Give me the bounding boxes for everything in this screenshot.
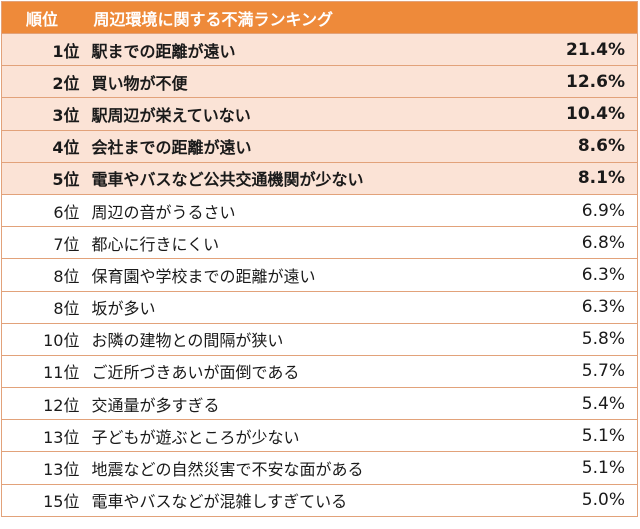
rank-cell: 5位 [1, 162, 88, 195]
complaint-cell: 周辺の音がうるさい [87, 194, 528, 228]
percent-cell: 5.7% [527, 355, 638, 389]
complaint-cell: 都心に行きにくい [87, 226, 528, 260]
rank-cell: 3位 [1, 97, 88, 131]
complaint-cell: 買い物が不便 [87, 65, 528, 99]
table-row: 7位 都心に行きにくい 6.8% [1, 226, 638, 260]
table-row: 12位 交通量が多すぎる 5.4% [1, 387, 638, 421]
table-row: 10位 お隣の建物との間隔が狭い 5.8% [1, 323, 638, 356]
complaint-cell: 坂が多い [87, 291, 528, 324]
complaint-cell: 電車やバスなど公共交通機関が少ない [87, 162, 528, 195]
table-row: 8位 保育園や学校までの距離が遠い 6.3% [1, 258, 638, 292]
complaint-cell: 交通量が多すぎる [87, 387, 528, 421]
table-row: 1位 駅までの距離が遠い 21.4% [1, 33, 638, 67]
table-row: 13位 子どもが遊ぶところが少ない 5.1% [1, 419, 638, 453]
percent-cell: 6.8% [527, 226, 638, 260]
table-row: 4位 会社までの距離が遠い 8.6% [1, 130, 638, 163]
header-rank: 順位 [1, 1, 88, 34]
percent-cell: 6.3% [527, 258, 638, 292]
rank-cell: 15位 [1, 484, 88, 517]
percent-cell: 10.4% [527, 97, 638, 131]
complaint-cell: ご近所づきあいが面倒である [87, 355, 528, 389]
ranking-body: 1位 駅までの距離が遠い 21.4% 2位 買い物が不便 12.6% 3位 駅周辺が栄えていな… [1, 33, 638, 517]
rank-cell: 2位 [1, 65, 88, 99]
percent-cell: 6.3% [527, 291, 638, 324]
rank-cell: 13位 [1, 419, 88, 453]
percent-cell: 5.0% [527, 484, 638, 517]
percent-cell: 5.8% [527, 323, 638, 356]
percent-cell: 6.9% [527, 194, 638, 228]
table-row: 11位 ご近所づきあいが面倒である 5.7% [1, 355, 638, 389]
rank-cell: 8位 [1, 291, 88, 324]
rank-cell: 12位 [1, 387, 88, 421]
complaint-cell: 子どもが遊ぶところが少ない [87, 419, 528, 453]
table-row: 8位 坂が多い 6.3% [1, 291, 638, 324]
ranking-table: 順位 周辺環境に関する不満ランキング 1位 駅までの距離が遠い 21.4% 2位 買い物… [1, 1, 638, 517]
table-row: 5位 電車やバスなど公共交通機関が少ない 8.1% [1, 162, 638, 195]
percent-cell: 5.1% [527, 419, 638, 453]
percent-cell: 8.1% [527, 162, 638, 195]
percent-cell: 12.6% [527, 65, 638, 99]
complaint-cell: お隣の建物との間隔が狭い [87, 323, 528, 356]
complaint-cell: 電車やバスなどが混雑しすぎている [87, 484, 528, 517]
percent-cell: 5.1% [527, 451, 638, 485]
table-row: 6位 周辺の音がうるさい 6.9% [1, 194, 638, 228]
rank-cell: 4位 [1, 130, 88, 163]
rank-cell: 13位 [1, 451, 88, 485]
complaint-cell: 駅周辺が栄えていない [87, 97, 528, 131]
percent-cell: 8.6% [527, 130, 638, 163]
complaint-cell: 駅までの距離が遠い [87, 33, 528, 67]
percent-cell: 5.4% [527, 387, 638, 421]
rank-cell: 7位 [1, 226, 88, 260]
rank-cell: 11位 [1, 355, 88, 389]
rank-cell: 8位 [1, 258, 88, 292]
percent-cell: 21.4% [527, 33, 638, 67]
complaint-cell: 地震などの自然災害で不安な面がある [87, 451, 528, 485]
rank-cell: 10位 [1, 323, 88, 356]
rank-cell: 6位 [1, 194, 88, 228]
table-row: 15位 電車やバスなどが混雑しすぎている 5.0% [1, 484, 638, 517]
complaint-cell: 会社までの距離が遠い [87, 130, 528, 163]
rank-cell: 1位 [1, 33, 88, 67]
complaint-cell: 保育園や学校までの距離が遠い [87, 258, 528, 292]
table-row: 2位 買い物が不便 12.6% [1, 65, 638, 99]
table-row: 3位 駅周辺が栄えていない 10.4% [1, 97, 638, 131]
header-title: 周辺環境に関する不満ランキング [87, 1, 638, 34]
table-row: 13位 地震などの自然災害で不安な面がある 5.1% [1, 451, 638, 485]
header-row: 順位 周辺環境に関する不満ランキング [1, 1, 638, 34]
